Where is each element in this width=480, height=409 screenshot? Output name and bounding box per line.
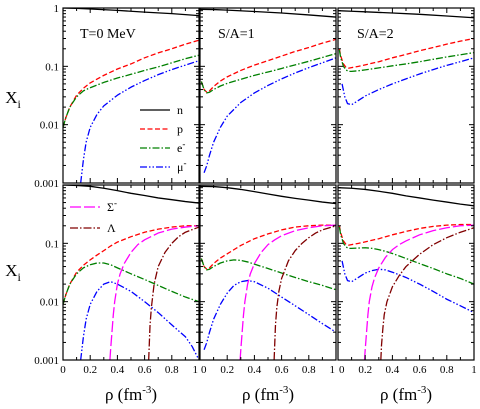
x-axis-title: ρ (fm-3) xyxy=(242,384,294,404)
legend-label-mu: μ- xyxy=(177,158,186,174)
x-axis-title: ρ (fm-3) xyxy=(380,384,432,404)
series-line-lambda-panel-5 xyxy=(273,225,336,360)
series-line-e-panel-5 xyxy=(200,258,336,291)
series-line-mu-panel-6 xyxy=(341,260,474,314)
x-tick-label: 0.4 xyxy=(248,364,262,376)
series-line-lambda-panel-6 xyxy=(380,227,474,360)
y-axis-title-top: Xi xyxy=(5,88,21,111)
panel-label-3: S/A=2 xyxy=(357,27,394,42)
x-tick-label: 0.6 xyxy=(138,364,152,376)
legend-label-lambda: Λ xyxy=(107,221,116,235)
y-tick-label: 0.01 xyxy=(40,297,59,309)
x-tick-label: 0.6 xyxy=(413,364,427,376)
series-line-sigma-panel-5 xyxy=(239,224,336,360)
series-line-mu-panel-4 xyxy=(80,281,199,360)
series-layer xyxy=(63,8,474,360)
series-line-n-panel-4 xyxy=(63,185,199,204)
y-tick-label: 0.1 xyxy=(45,61,59,73)
series-line-p-panel-3 xyxy=(338,37,474,69)
series-line-mu-panel-3 xyxy=(341,57,474,106)
series-line-sigma-panel-4 xyxy=(109,225,199,360)
series-line-e-panel-1 xyxy=(63,54,199,128)
y-tick-label: 0.001 xyxy=(34,178,59,190)
series-line-p-panel-1 xyxy=(63,39,199,128)
x-tick-label: 0 xyxy=(339,364,345,376)
y-tick-label: 0.001 xyxy=(34,355,59,367)
y-tick-label: 0.01 xyxy=(40,120,59,132)
x-tick-label: 0.4 xyxy=(111,364,125,376)
x-tick-label: 0 xyxy=(201,364,207,376)
panel-6-series xyxy=(338,187,474,360)
x-tick-label: 0.2 xyxy=(358,364,372,376)
series-line-lambda-panel-4 xyxy=(148,226,199,360)
series-line-p-panel-4 xyxy=(63,225,199,305)
x-tick-label: 1 xyxy=(330,364,336,376)
x-tick-label: 0 xyxy=(60,364,66,376)
series-line-e-panel-3 xyxy=(338,49,474,73)
series-line-n-panel-5 xyxy=(200,185,336,205)
panel-4-series xyxy=(63,185,199,360)
panel-3-series xyxy=(338,10,474,106)
legend-hyperons: Σ- Λ xyxy=(70,198,117,235)
x-tick-label: 1 xyxy=(471,364,477,376)
x-tick-label: 0.2 xyxy=(220,364,234,376)
x-tick-label: 0.4 xyxy=(386,364,400,376)
x-tick-label: 0.8 xyxy=(302,364,316,376)
series-line-n-panel-6 xyxy=(338,187,474,207)
series-line-mu-panel-2 xyxy=(203,57,336,173)
series-line-p-panel-6 xyxy=(338,223,474,246)
series-line-e-panel-2 xyxy=(200,53,336,94)
series-line-mu-panel-1 xyxy=(80,60,199,183)
x-tick-label: 0.6 xyxy=(275,364,289,376)
series-line-p-panel-2 xyxy=(200,38,336,93)
legend-label-n: n xyxy=(177,103,183,117)
legend-label-e: e- xyxy=(177,139,185,155)
panel-label-2: S/A=1 xyxy=(218,27,255,42)
series-line-p-panel-5 xyxy=(200,224,336,270)
x-tick-label: 0.8 xyxy=(440,364,454,376)
x-axis-title: ρ (fm-3) xyxy=(105,384,157,404)
panel-label-1: T=0 MeV xyxy=(80,27,136,42)
y-tick-label: 0.1 xyxy=(45,238,59,250)
panel-frame-r1-c1 xyxy=(199,184,337,361)
series-line-mu-panel-5 xyxy=(203,279,336,350)
axes-layer xyxy=(62,7,475,361)
series-line-n-panel-3 xyxy=(338,10,474,19)
series-line-e-panel-4 xyxy=(63,262,199,305)
y-tick-label: 1 xyxy=(54,3,60,15)
series-line-e-panel-6 xyxy=(338,226,474,285)
legend-leptons: np e-μ- xyxy=(140,103,186,174)
series-line-sigma-panel-6 xyxy=(363,224,474,360)
x-tick-label: 0.8 xyxy=(165,364,179,376)
legend-label-p: p xyxy=(177,122,183,136)
legend-label-sigma: Σ- xyxy=(107,198,117,214)
x-tick-label: 1 xyxy=(193,364,199,376)
panel-5-series xyxy=(200,185,336,360)
y-axis-title-bottom: Xi xyxy=(5,261,21,284)
panel-frame-r1-c2 xyxy=(337,184,475,361)
x-tick-label: 0.2 xyxy=(83,364,97,376)
